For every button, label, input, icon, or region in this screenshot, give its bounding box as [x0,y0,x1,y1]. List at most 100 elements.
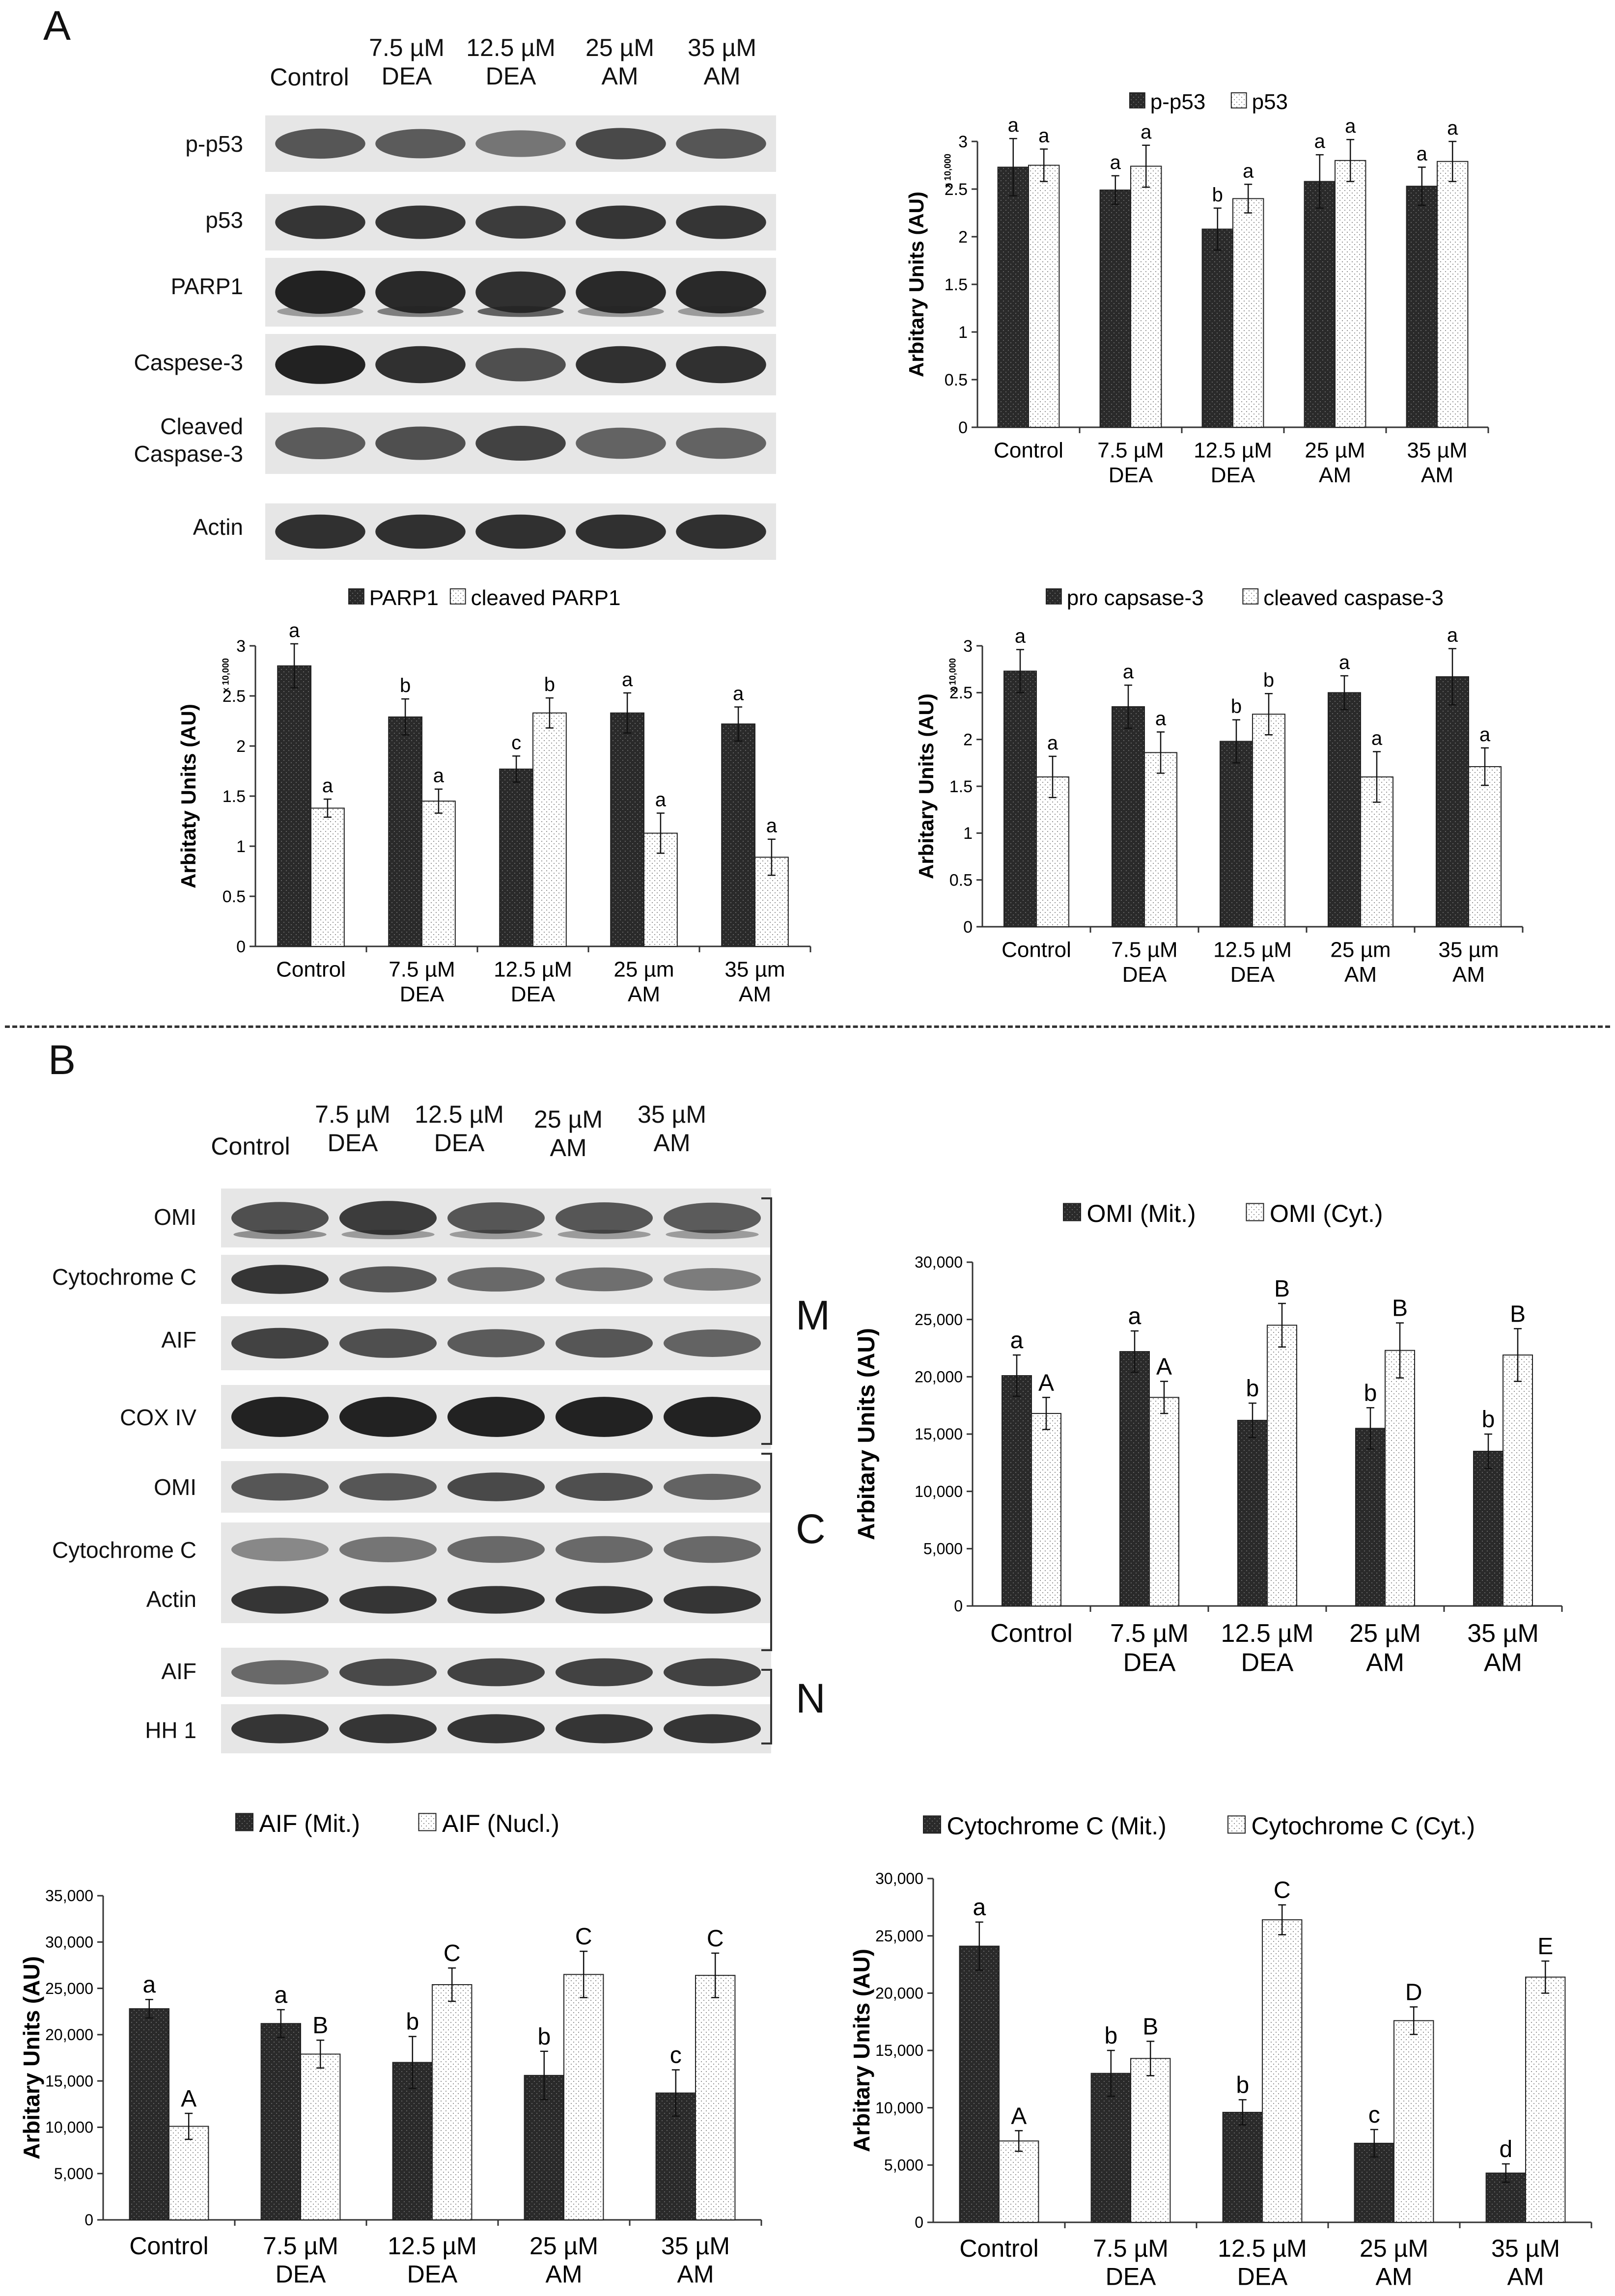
bar-p-p53-control [997,166,1030,428]
significance-letter: a [1314,131,1326,152]
blot-omi-0-band-3 [447,1202,545,1234]
significance-letter: a [973,1895,986,1921]
blot-lane-label-control: Control [211,1133,290,1160]
bar-parp1-25-m-am [610,712,645,947]
bar-aif-nucl-control [168,2126,209,2220]
blot-image-p53-1 [265,194,776,250]
bar-cytochrome-c-cyt-35-m-am [1525,1976,1566,2223]
legend-swatch-cleaved-caspase-3 [1242,588,1259,605]
bar-p-p53-35-m-am [1406,186,1438,428]
significance-letter: d [1499,2136,1512,2162]
bar-parp1-control [277,665,311,947]
blot-lower-band-1 [233,1230,327,1240]
significance-letter: a [1417,143,1428,165]
significance-letter: a [1038,125,1050,147]
bar-p-p53-7-5-m-dea [1099,189,1132,428]
blot-row-label-cytochrome-c-1: Cytochrome C [52,1264,196,1290]
blot-row-label-omi-0: OMI [154,1204,196,1230]
bar-pro-capsase-3-25-m-am [1328,692,1361,927]
bar-omi-cyt-25-m-am [1385,1350,1415,1606]
blot-aif-2-band-1 [231,1328,329,1359]
x-tick-label-control: Control [959,2235,1038,2262]
y-tick-label: 30,000 [915,1253,963,1271]
fraction-label-n: N [796,1675,826,1721]
y-tick-label: 15,000 [875,2042,923,2059]
bar-omi-cyt-7-5-m-dea [1149,1397,1179,1606]
y-tick-label: 20,000 [45,2026,93,2044]
bar-p53-25-m-am [1335,160,1366,428]
blot-actin-5-band-4 [576,514,666,549]
x-tick-label-12-5-m-dea: 12.5 µM DEA [388,2232,477,2288]
y-tick-label: 10,000 [45,2119,93,2136]
bar-cytochrome-c-cyt-25-m-am [1393,2020,1434,2223]
blot-cleaved-caspase-3-4-band-1 [275,427,365,459]
x-tick-label-35-m-am: 35 µM AM [1491,2235,1560,2291]
blot-aif-7-band-3 [447,1658,545,1687]
blot-cytochrome-c-5-band-3 [447,1536,545,1563]
x-tick-label-25-m-am: 25 µm AM [1330,938,1391,987]
blot-caspese-3-3-band-3 [475,348,566,382]
x-tick-label-control: Control [129,2232,208,2260]
y-tick-label: 0 [236,938,246,956]
blot-image-p-p53-0 [265,115,776,172]
y-tick-label: 20,000 [915,1368,963,1386]
bar-cytochrome-c-cyt-control [999,2140,1039,2223]
significance-letter: b [537,2024,551,2050]
significance-letter: a [1010,1328,1024,1354]
y-tick-label: 0 [963,918,973,937]
blot-cytochrome-c-5-strip [221,1522,771,1577]
bar-cleaved-caspase-3-35-m-am [1468,766,1502,927]
blot-cytochrome-c-5-band-1 [231,1538,329,1561]
blot-row-label-parp1-2: PARP1 [170,274,243,299]
legend-label-p53: p53 [1252,90,1288,114]
x-tick-label-control: Control [1002,938,1071,962]
significance-letter: A [1156,1354,1172,1380]
significance-letter: A [1011,2103,1027,2129]
blot-actin-6-strip [221,1577,771,1623]
legend-label-aif-nucl: AIF (Nucl.) [442,1810,559,1837]
blot-p53-1-band-2 [375,205,466,239]
x-tick-label-control: Control [990,1619,1073,1648]
bar-omi-mit-control [1002,1375,1032,1606]
blot-image-actin-5 [265,503,776,560]
bar-pro-capsase-3-35-m-am [1436,676,1469,927]
blot-aif-7-strip [221,1648,771,1697]
significance-letter: a [1371,727,1383,749]
blot-caspese-3-3-band-1 [275,345,365,384]
x-tick-label-25-m-am: 25 µM AM [1349,1619,1421,1677]
y-tick-label: 2.5 [949,684,973,702]
blot-image-caspese-3-3 [265,334,776,395]
significance-letter: a [142,1972,156,1998]
significance-letter: a [1008,114,1019,136]
x-tick-label-7-5-m-dea: 7.5 µM DEA [1111,938,1177,987]
blot-aif-7-band-4 [556,1658,653,1687]
blot-row-label-actin-5: Actin [193,514,243,540]
x-tick-label-12-5-m-dea: 12.5 µM DEA [1213,938,1292,987]
blot-cytochrome-c-5-band-4 [556,1536,653,1563]
y-tick-label: 2.5 [945,180,968,199]
bar-pro-capsase-3-control [1003,670,1037,928]
significance-letter: C [707,1926,724,1952]
significance-letter: D [1405,1979,1422,2005]
y-tick-label: 3 [958,133,968,151]
blot-row-label-actin-6: Actin [146,1586,196,1612]
blot-cleaved-caspase-3-4-band-5 [676,427,766,459]
significance-letter: a [1128,1303,1142,1329]
significance-letter: a [289,620,300,641]
blot-p53-1-band-1 [275,205,365,239]
significance-letter: B [1392,1296,1408,1322]
significance-letter: a [1243,160,1254,182]
significance-letter: b [1104,2023,1117,2049]
significance-letter: a [322,775,334,797]
x-tick-label-35-m-am: 35 µM AM [1407,439,1467,488]
legend-label-pro-capsase-3: pro capsase-3 [1067,586,1204,610]
bar-pro-capsase-3-7-5-m-dea [1112,706,1145,927]
y-tick-label: 10,000 [875,2099,923,2117]
y-tick-label: 15,000 [45,2072,93,2090]
fraction-label-m: M [796,1292,830,1338]
blot-omi-0-band-4 [556,1202,653,1234]
blot-lane-label-35-m-am: 35 µM AM [638,1101,706,1157]
significance-letter: b [406,2009,419,2035]
blot-image-aif-2 [221,1316,771,1370]
significance-letter: a [1447,117,1458,139]
